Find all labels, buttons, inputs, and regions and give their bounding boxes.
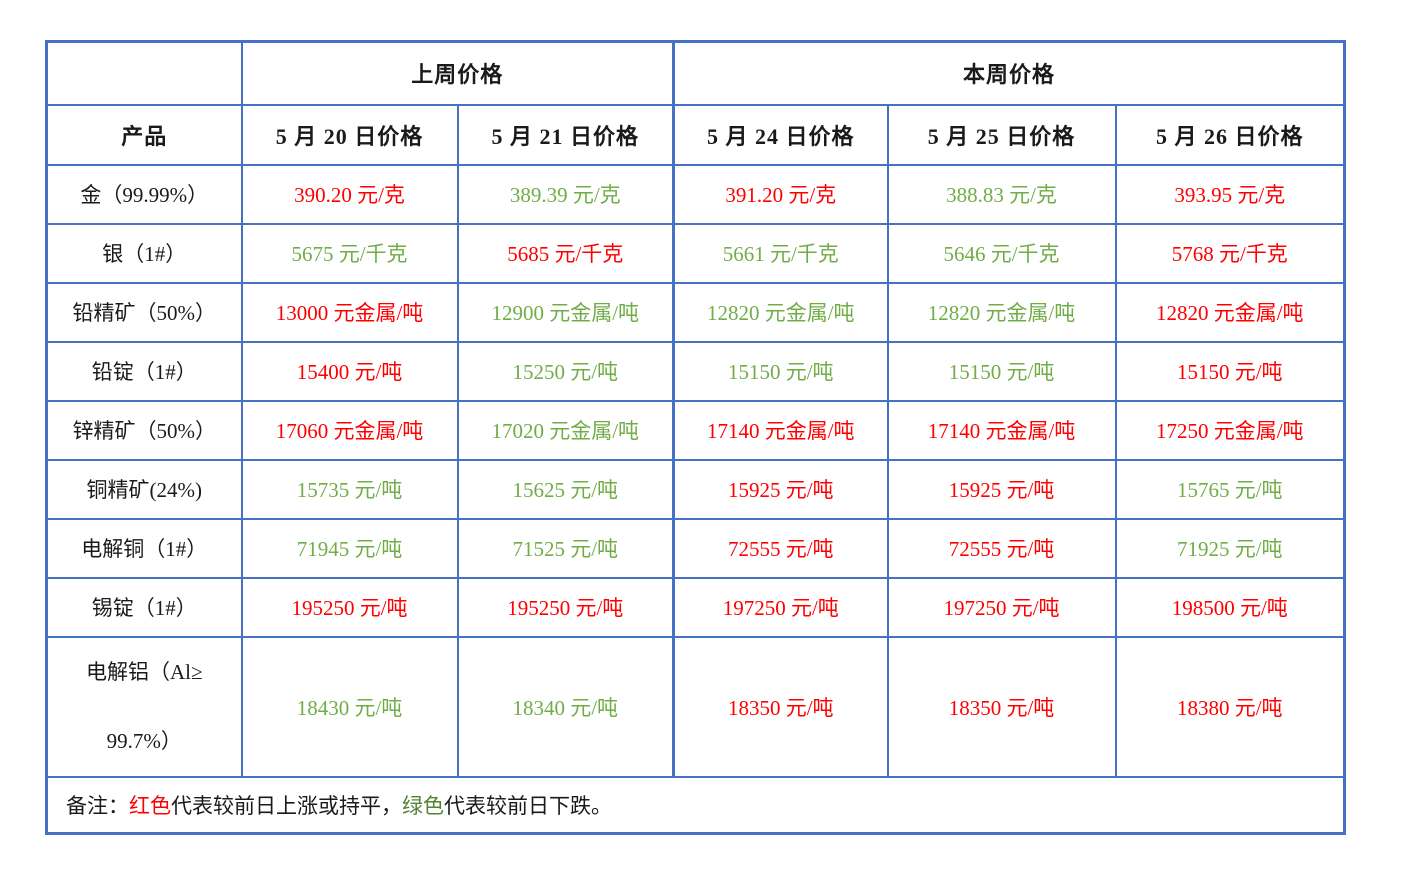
product-name: 金（99.99%） bbox=[45, 163, 243, 225]
price-cell: 393.95 元/克 bbox=[1114, 163, 1346, 225]
price-cell: 17060 元金属/吨 bbox=[240, 399, 459, 461]
price-cell: 195250 元/吨 bbox=[240, 576, 459, 638]
price-cell: 12820 元金属/吨 bbox=[886, 281, 1117, 343]
price-cell: 5685 元/千克 bbox=[456, 222, 675, 284]
note-green-description: 代表较前日下跌。 bbox=[444, 793, 612, 818]
note-red-label: 红色 bbox=[129, 793, 171, 818]
price-cell: 17140 元金属/吨 bbox=[672, 399, 889, 461]
table-row: 铅锭（1#） 15400 元/吨 15250 元/吨 15150 元/吨 15150 元… bbox=[45, 340, 1346, 402]
price-cell: 15400 元/吨 bbox=[240, 340, 459, 402]
last-week-group-header: 上周价格 bbox=[240, 40, 675, 106]
product-name: 锡锭（1#） bbox=[45, 576, 243, 638]
price-cell: 391.20 元/克 bbox=[672, 163, 889, 225]
price-cell: 390.20 元/克 bbox=[240, 163, 459, 225]
note-green-label: 绿色 bbox=[402, 793, 444, 818]
price-cell: 15150 元/吨 bbox=[1114, 340, 1346, 402]
price-cell: 71925 元/吨 bbox=[1114, 517, 1346, 579]
price-cell: 15150 元/吨 bbox=[672, 340, 889, 402]
price-cell: 17020 元金属/吨 bbox=[456, 399, 675, 461]
price-cell: 388.83 元/克 bbox=[886, 163, 1117, 225]
table-row: 铅精矿（50%） 13000 元金属/吨 12900 元金属/吨 12820 元金属/… bbox=[45, 281, 1346, 343]
price-cell: 18350 元/吨 bbox=[886, 635, 1117, 779]
price-cell: 5661 元/千克 bbox=[672, 222, 889, 284]
price-cell: 15925 元/吨 bbox=[672, 458, 889, 520]
price-cell: 15925 元/吨 bbox=[886, 458, 1117, 520]
this-week-group-header: 本周价格 bbox=[672, 40, 1346, 106]
column-header-row: 产品 5 月 20 日价格 5 月 21 日价格 5 月 24 日价格 5 月 25 … bbox=[45, 103, 1346, 166]
note-red-description: 代表较前日上涨或持平， bbox=[171, 793, 402, 818]
price-cell: 5675 元/千克 bbox=[240, 222, 459, 284]
empty-corner-cell bbox=[45, 40, 243, 106]
table-row: 电解铜（1#） 71945 元/吨 71525 元/吨 72555 元/吨 72555 … bbox=[45, 517, 1346, 579]
price-cell: 5768 元/千克 bbox=[1114, 222, 1346, 284]
price-cell: 13000 元金属/吨 bbox=[240, 281, 459, 343]
table-row: 铜精矿(24%) 15735 元/吨 15625 元/吨 15925 元/吨 15925… bbox=[45, 458, 1346, 520]
price-cell: 15765 元/吨 bbox=[1114, 458, 1346, 520]
price-cell: 18350 元/吨 bbox=[672, 635, 889, 779]
date-column-header: 5 月 26 日价格 bbox=[1114, 103, 1346, 166]
table-row: 金（99.99%） 390.20 元/克 389.39 元/克 391.20 元/克 3… bbox=[45, 163, 1346, 225]
product-name: 铜精矿(24%) bbox=[45, 458, 243, 520]
price-cell: 5646 元/千克 bbox=[886, 222, 1117, 284]
product-name: 铅锭（1#） bbox=[45, 340, 243, 402]
price-cell: 197250 元/吨 bbox=[886, 576, 1117, 638]
date-column-header: 5 月 20 日价格 bbox=[240, 103, 459, 166]
product-name: 锌精矿（50%） bbox=[45, 399, 243, 461]
price-cell: 389.39 元/克 bbox=[456, 163, 675, 225]
price-cell: 12820 元金属/吨 bbox=[672, 281, 889, 343]
price-cell: 18430 元/吨 bbox=[240, 635, 459, 779]
date-column-header: 5 月 21 日价格 bbox=[456, 103, 675, 166]
price-cell: 18380 元/吨 bbox=[1114, 635, 1346, 779]
table-row: 银（1#） 5675 元/千克 5685 元/千克 5661 元/千克 5646 元/千… bbox=[45, 222, 1346, 284]
price-cell: 15250 元/吨 bbox=[456, 340, 675, 402]
table-row: 锌精矿（50%） 17060 元金属/吨 17020 元金属/吨 17140 元金属/… bbox=[45, 399, 1346, 461]
product-name: 电解铜（1#） bbox=[45, 517, 243, 579]
price-cell: 15625 元/吨 bbox=[456, 458, 675, 520]
price-cell: 195250 元/吨 bbox=[456, 576, 675, 638]
price-cell: 71525 元/吨 bbox=[456, 517, 675, 579]
price-cell: 197250 元/吨 bbox=[672, 576, 889, 638]
price-cell: 72555 元/吨 bbox=[672, 517, 889, 579]
date-column-header: 5 月 24 日价格 bbox=[672, 103, 889, 166]
note-cell: 备注：红色代表较前日上涨或持平，绿色代表较前日下跌。 bbox=[45, 776, 1346, 835]
group-header-row: 上周价格 本周价格 bbox=[45, 40, 1346, 106]
note-row: 备注：红色代表较前日上涨或持平，绿色代表较前日下跌。 bbox=[45, 776, 1346, 835]
table-row: 锡锭（1#） 195250 元/吨 195250 元/吨 197250 元/吨 1972… bbox=[45, 576, 1346, 638]
price-cell: 12900 元金属/吨 bbox=[456, 281, 675, 343]
product-name: 银（1#） bbox=[45, 222, 243, 284]
price-cell: 17140 元金属/吨 bbox=[886, 399, 1117, 461]
price-cell: 12820 元金属/吨 bbox=[1114, 281, 1346, 343]
price-cell: 15735 元/吨 bbox=[240, 458, 459, 520]
date-column-header: 5 月 25 日价格 bbox=[886, 103, 1117, 166]
metal-price-table: 上周价格 本周价格 产品 5 月 20 日价格 5 月 21 日价格 5 月 24 … bbox=[45, 40, 1347, 835]
product-name: 铅精矿（50%） bbox=[45, 281, 243, 343]
price-cell: 198500 元/吨 bbox=[1114, 576, 1346, 638]
price-cell: 72555 元/吨 bbox=[886, 517, 1117, 579]
note-prefix: 备注： bbox=[66, 793, 129, 818]
product-column-header: 产品 bbox=[45, 103, 243, 166]
price-cell: 17250 元金属/吨 bbox=[1114, 399, 1346, 461]
price-cell: 71945 元/吨 bbox=[240, 517, 459, 579]
price-cell: 18340 元/吨 bbox=[456, 635, 675, 779]
table-row: 电解铝（Al≥ 99.7%） 18430 元/吨 18340 元/吨 18350 元/… bbox=[45, 635, 1346, 779]
price-cell: 15150 元/吨 bbox=[886, 340, 1117, 402]
product-name: 电解铝（Al≥ 99.7%） bbox=[45, 635, 243, 779]
